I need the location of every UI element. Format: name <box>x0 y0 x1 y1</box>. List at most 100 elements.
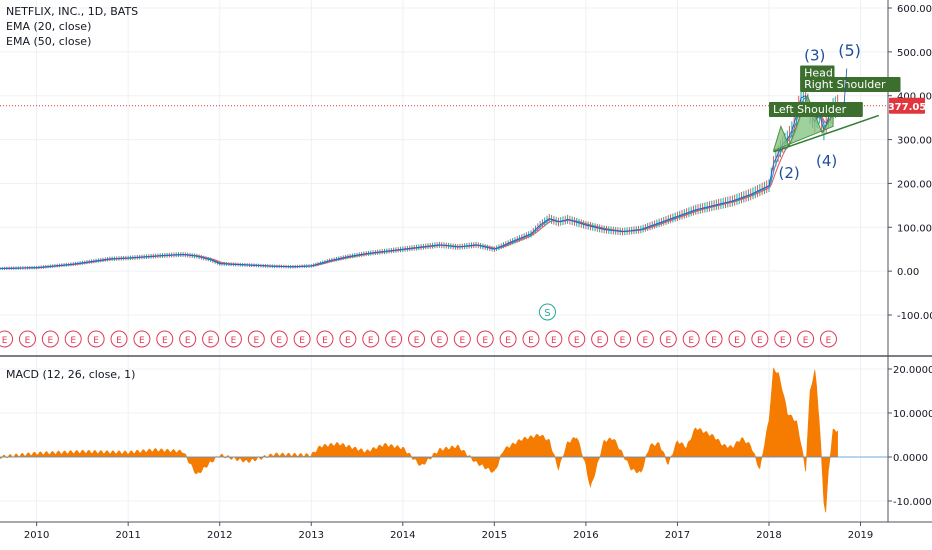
earnings-marker-circle <box>362 330 380 348</box>
candles <box>0 84 839 271</box>
earnings-marker-text: E <box>368 336 374 346</box>
earnings-marker: E <box>133 330 151 348</box>
price-axis-label: -100.00 <box>897 311 932 322</box>
macd-area <box>0 367 838 513</box>
earnings-marker: E <box>316 330 334 348</box>
earnings-marker-circle <box>110 330 128 348</box>
right-shoulder-label-bg <box>800 76 901 92</box>
earnings-marker: E <box>751 330 769 348</box>
earnings-marker: E <box>453 330 471 348</box>
earnings-marker-text: E <box>643 336 649 346</box>
earnings-marker: E <box>430 330 448 348</box>
earnings-marker-circle <box>659 330 677 348</box>
earnings-marker-text: E <box>711 336 717 346</box>
earnings-marker: E <box>522 330 540 348</box>
earnings-marker-circle <box>728 330 746 348</box>
earnings-marker: E <box>659 330 677 348</box>
earnings-marker-circle <box>179 330 197 348</box>
grid <box>0 0 888 522</box>
earnings-marker-circle <box>408 330 426 348</box>
time-axis-label: 2012 <box>207 530 232 541</box>
earnings-marker-text: E <box>574 336 580 346</box>
earnings-marker: E <box>110 330 128 348</box>
earnings-marker-text: E <box>620 336 626 346</box>
earnings-marker-circle <box>385 330 403 348</box>
earnings-marker: E <box>339 330 357 348</box>
earnings-marker-text: E <box>665 336 671 346</box>
earnings-marker: E <box>156 330 174 348</box>
earnings-marker-circle <box>499 330 517 348</box>
earnings-marker-text: E <box>253 336 259 346</box>
earnings-marker-text: E <box>231 336 237 346</box>
earnings-marker-text: E <box>734 336 740 346</box>
macd-axis-label: 0.0000 <box>893 453 928 464</box>
neckline <box>773 114 880 153</box>
earnings-marker: E <box>224 330 242 348</box>
earnings-marker: E <box>408 330 426 348</box>
earnings-marker-text: E <box>414 336 420 346</box>
earnings-marker-circle <box>614 330 632 348</box>
earnings-marker-circle <box>293 330 311 348</box>
price-axis-label: 100.00 <box>897 223 932 234</box>
macd-axis-label: 20.0000 <box>893 365 932 376</box>
earnings-marker-circle <box>133 330 151 348</box>
earnings-marker-circle <box>636 330 654 348</box>
wave-2-label: (2) <box>779 164 800 182</box>
earnings-marker-circle <box>705 330 723 348</box>
price-axis-label: 0.00 <box>897 267 919 278</box>
last-price-badge <box>889 97 925 114</box>
macd-legend[interactable]: MACD (12, 26, close, 1) <box>6 368 136 381</box>
earnings-marker-circle <box>87 330 105 348</box>
macd-axis-label: -10.0000 <box>893 497 932 508</box>
earnings-marker: E <box>87 330 105 348</box>
earnings-marker: E <box>179 330 197 348</box>
time-axis-label: 2013 <box>299 530 324 541</box>
earnings-marker-text: E <box>25 336 31 346</box>
price-line <box>0 94 838 269</box>
earnings-marker: E <box>18 330 36 348</box>
earnings-marker-circle <box>316 330 334 348</box>
left-shoulder-label-text: Left Shoulder <box>773 103 847 116</box>
earnings-marker: E <box>545 330 563 348</box>
earnings-marker-circle <box>156 330 174 348</box>
head-label: Head <box>800 65 835 81</box>
earnings-marker-circle <box>797 330 815 348</box>
earnings-marker-circle <box>819 330 837 348</box>
earnings-marker-text: E <box>391 336 397 346</box>
earnings-marker: E <box>362 330 380 348</box>
earnings-marker-circle <box>41 330 59 348</box>
earnings-marker-circle <box>202 330 220 348</box>
earnings-marker-text: E <box>185 336 191 346</box>
earnings-marker-text: E <box>162 336 168 346</box>
earnings-marker-text: E <box>116 336 122 346</box>
time-axis-label: 2019 <box>848 530 873 541</box>
symbol-legend-title[interactable]: NETFLIX, INC., 1D, BATS <box>6 5 139 18</box>
split-marker-text: S <box>544 308 550 319</box>
earnings-marker-circle <box>339 330 357 348</box>
earnings-marker: E <box>247 330 265 348</box>
earnings-marker: E <box>270 330 288 348</box>
earnings-marker: E <box>0 330 14 348</box>
earnings-marker: E <box>591 330 609 348</box>
earnings-marker-circle <box>18 330 36 348</box>
earnings-marker: E <box>705 330 723 348</box>
ema20-legend[interactable]: EMA (20, close) <box>6 20 92 33</box>
price-axis-label: 500.00 <box>897 48 932 59</box>
earnings-marker-text: E <box>482 336 488 346</box>
earnings-marker: E <box>202 330 220 348</box>
earnings-marker-circle <box>476 330 494 348</box>
price-axis-label: 400.00 <box>897 92 932 103</box>
earnings-marker: E <box>682 330 700 348</box>
earnings-marker-text: E <box>505 336 511 346</box>
right-shoulder-label-text: Right Shoulder <box>804 78 886 91</box>
earnings-marker-text: E <box>93 336 99 346</box>
earnings-marker-circle <box>453 330 471 348</box>
earnings-marker-text: E <box>597 336 603 346</box>
left-shoulder-label: Left Shoulder <box>768 101 863 117</box>
earnings-marker-text: E <box>826 336 832 346</box>
ema50-legend[interactable]: EMA (50, close) <box>6 35 92 48</box>
earnings-marker: E <box>728 330 746 348</box>
